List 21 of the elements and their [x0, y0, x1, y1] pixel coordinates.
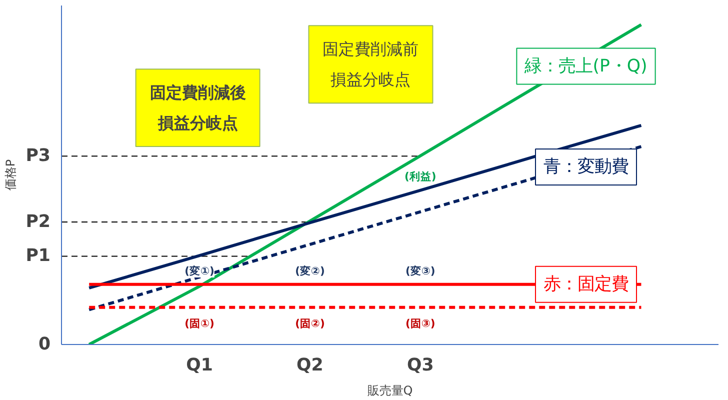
- ref-line-label: P3: [26, 146, 51, 166]
- annotation: 固定費削減前損益分岐点: [322, 40, 419, 90]
- series-label: 緑：売上(P・Q): [524, 56, 648, 76]
- annotation: (変②): [295, 264, 325, 278]
- ref-line-label: P1: [26, 246, 51, 266]
- annotation: (固①): [184, 316, 214, 330]
- annotation: 固定費削減後損益分岐点: [150, 83, 246, 133]
- annotation: (変①): [184, 264, 214, 278]
- x-tick-label: Q1: [186, 356, 213, 376]
- ref-line-label: P2: [26, 212, 51, 232]
- y-axis-title: 価格P: [4, 159, 18, 191]
- series-label: 赤：固定費: [543, 274, 628, 294]
- annotation: (変③): [405, 264, 436, 278]
- annotation: (固②): [295, 316, 325, 330]
- annotation: (利益): [404, 170, 436, 184]
- series-label: 青：変動費: [543, 157, 628, 178]
- annotation: (固③): [405, 316, 436, 330]
- x-axis-title: 販売量Q: [367, 384, 413, 398]
- x-tick-label: Q3: [406, 356, 434, 376]
- x-tick-label: Q2: [296, 356, 324, 376]
- text: 0: [38, 334, 51, 354]
